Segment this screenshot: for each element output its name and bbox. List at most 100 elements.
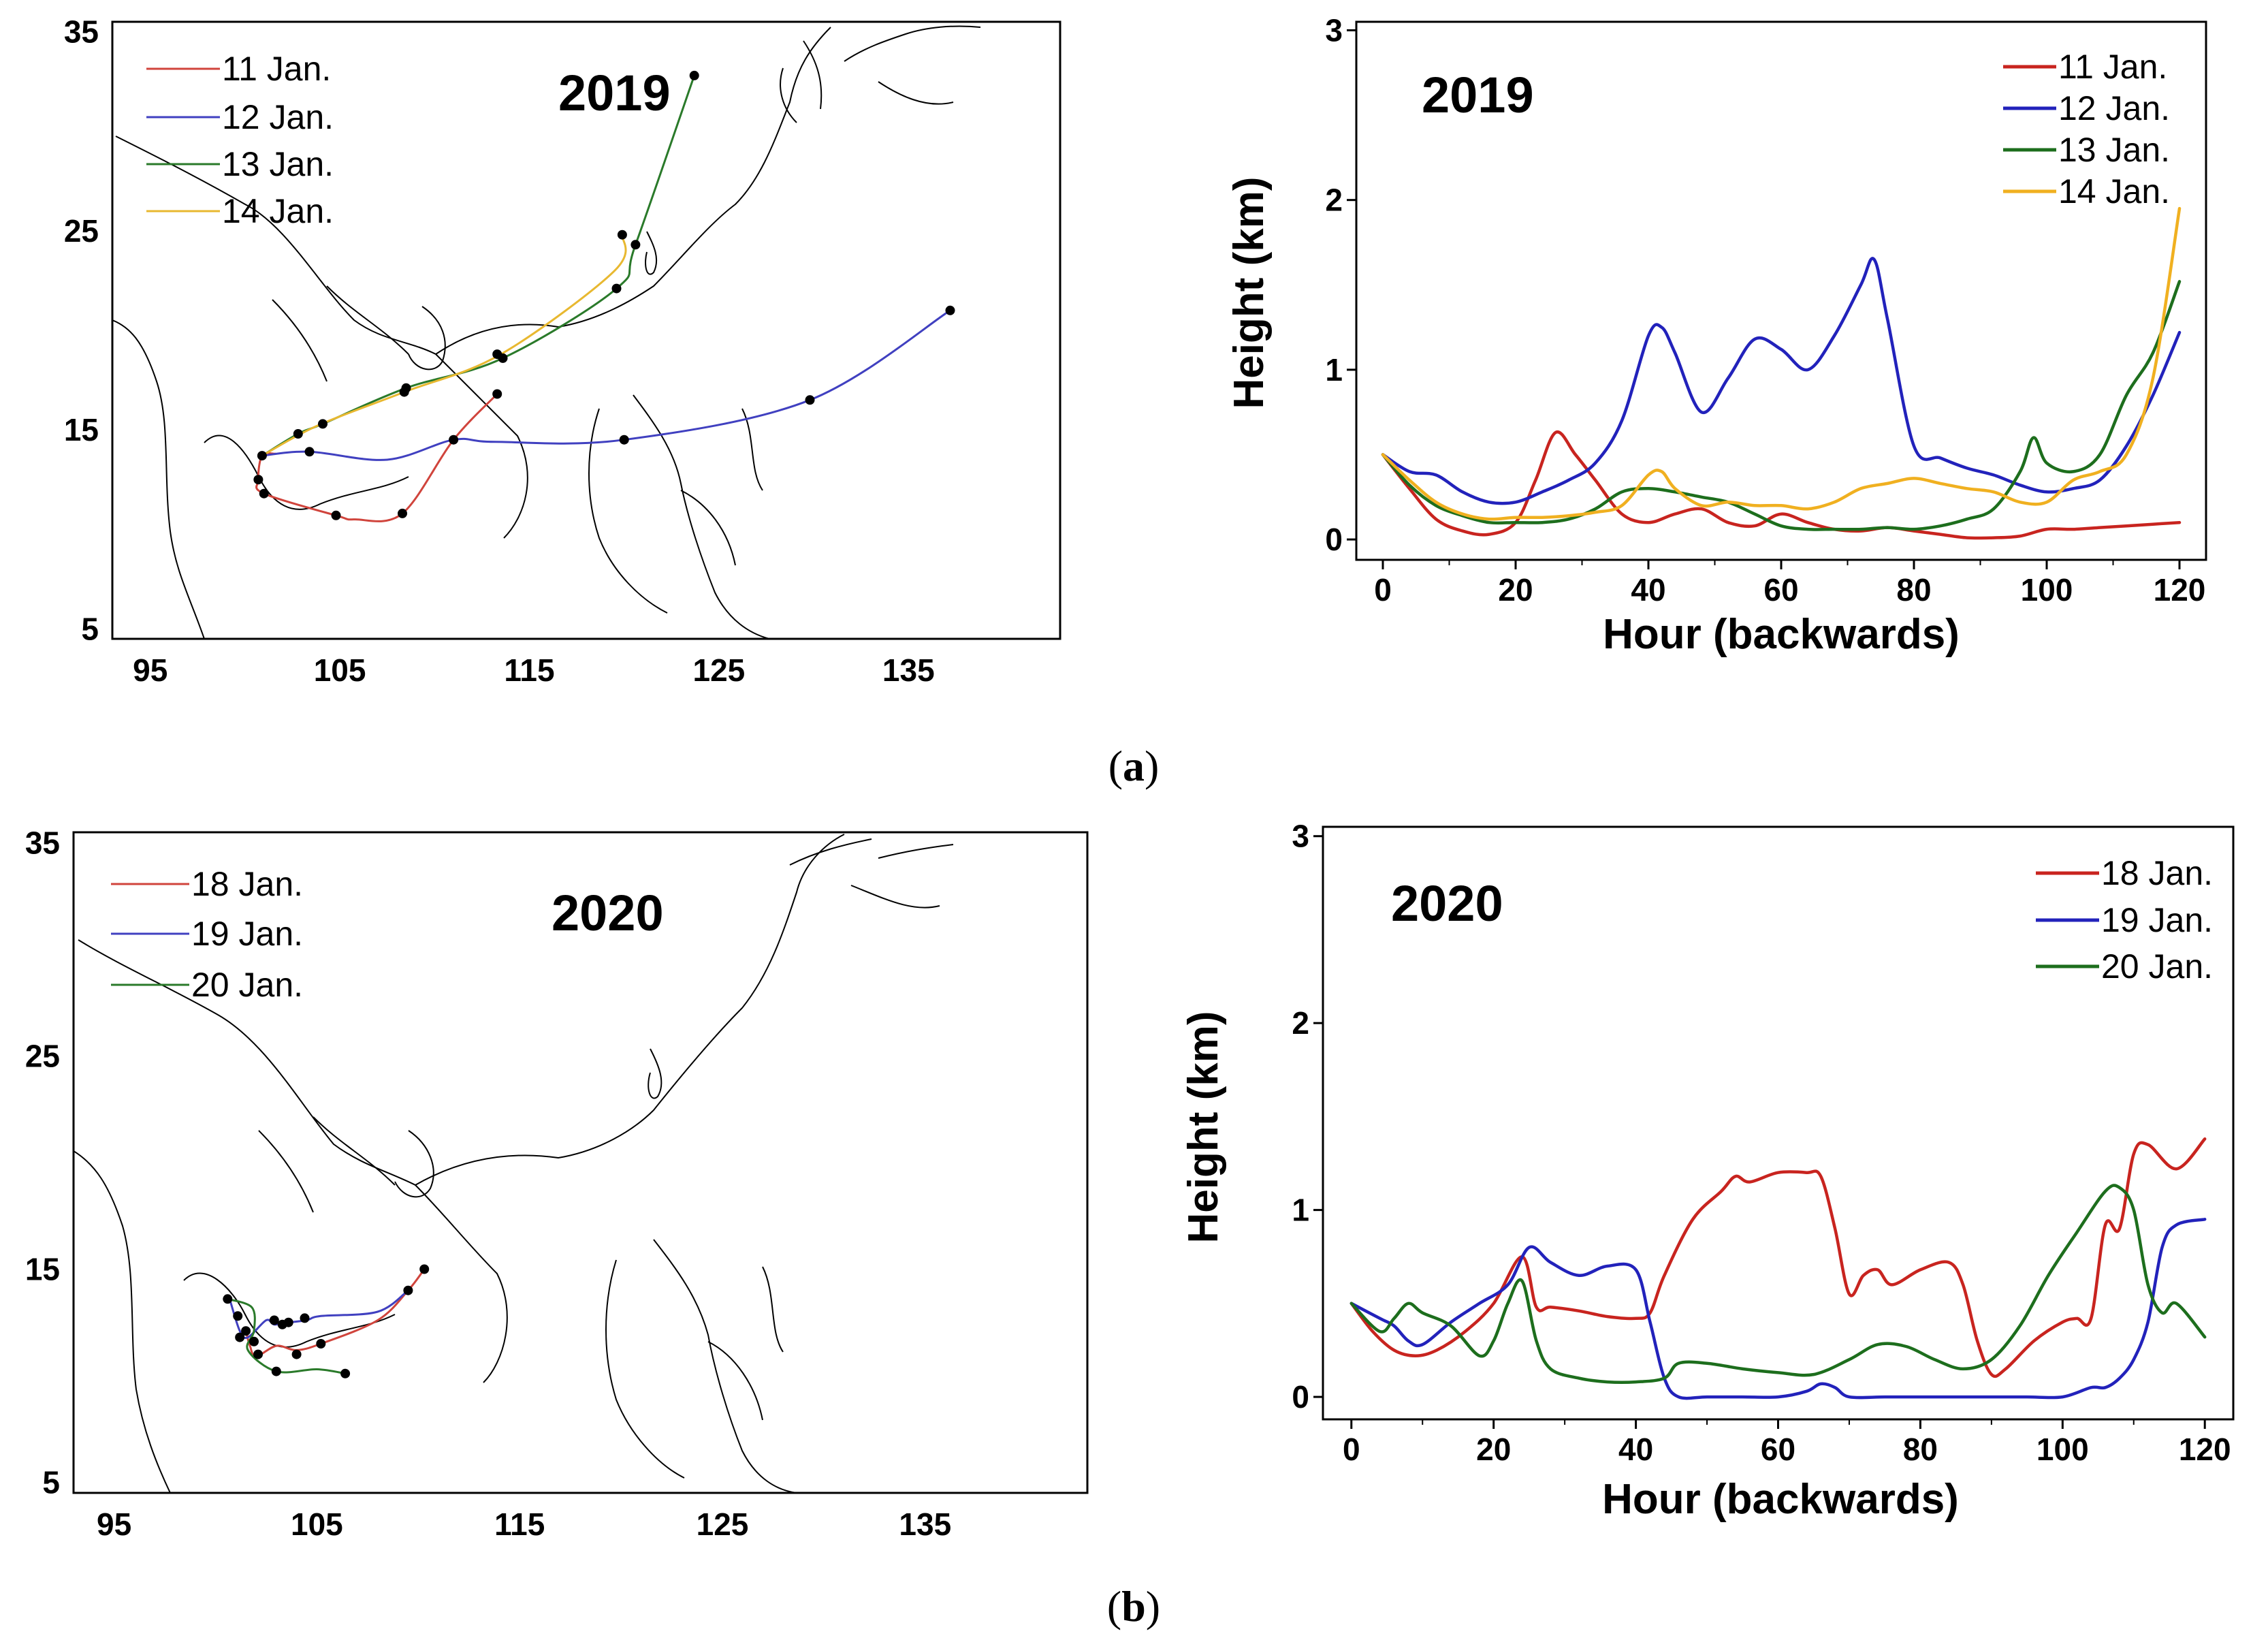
xtick: 100 bbox=[2037, 1432, 2089, 1467]
series-line-14-jan bbox=[1381, 206, 2182, 521]
map-2019-frame bbox=[111, 20, 1061, 640]
ytick: 0 bbox=[1325, 522, 1343, 557]
trajectory-point-marker bbox=[419, 1264, 430, 1274]
series-line-11-jan bbox=[1381, 430, 2182, 540]
trajectory-point-marker bbox=[399, 387, 409, 397]
ytick: 2 bbox=[1292, 1005, 1309, 1041]
ytick: 0 bbox=[1292, 1379, 1309, 1415]
map-2019-y-ticks: 5 15 25 35 bbox=[64, 14, 99, 647]
height-2019-y-ticks: 0 1 2 3 bbox=[1325, 13, 1343, 558]
trajectory-point-marker bbox=[318, 419, 328, 429]
xtick: 135 bbox=[899, 1507, 951, 1542]
trajectory-point-marker bbox=[235, 1332, 245, 1342]
xtick: 0 bbox=[1374, 572, 1392, 608]
height-2019-xlabel: Hour (backwards) bbox=[1603, 611, 1960, 658]
trajectory-point-marker bbox=[619, 435, 629, 445]
height-2020-y-ticks: 0 1 2 3 bbox=[1292, 819, 1309, 1415]
ytick: 35 bbox=[64, 14, 99, 50]
series-line-14-jan bbox=[261, 234, 627, 457]
trajectory-point-marker bbox=[617, 230, 627, 240]
height-2019-ylabel: Height (km) bbox=[1226, 177, 1273, 409]
height-2020-series bbox=[1349, 1137, 2207, 1400]
ytick: 35 bbox=[25, 825, 60, 861]
height-2019-legend: 11 Jan. 12 Jan. 13 Jan. 14 Jan. bbox=[2003, 48, 2170, 210]
trajectory-point-marker bbox=[316, 1339, 326, 1349]
xtick: 0 bbox=[1343, 1432, 1360, 1467]
trajectory-point-marker bbox=[241, 1326, 251, 1336]
panel-a-close: ) bbox=[1145, 742, 1159, 790]
panel-b-open: ( bbox=[1107, 1582, 1121, 1630]
map-2020-trajectories bbox=[223, 1264, 430, 1378]
xtick: 105 bbox=[314, 652, 366, 688]
height-2020-title: 2020 bbox=[1391, 875, 1503, 932]
trajectory-point-marker bbox=[253, 1349, 263, 1359]
xtick: 80 bbox=[1896, 572, 1931, 608]
map-2020: 5 15 25 35 95 105 115 125 135 2020 18 Ja… bbox=[25, 825, 1089, 1542]
panel-b-close: ) bbox=[1146, 1582, 1160, 1630]
trajectory-point-marker bbox=[689, 70, 699, 80]
xtick: 95 bbox=[133, 652, 167, 688]
ytick: 1 bbox=[1292, 1193, 1309, 1228]
xtick: 40 bbox=[1631, 572, 1665, 608]
height-2020-tickmarks bbox=[1313, 835, 2206, 1429]
map-2020-x-ticks: 95 105 115 125 135 bbox=[97, 1507, 951, 1542]
trajectory-point-marker bbox=[271, 1366, 281, 1376]
xtick: 115 bbox=[494, 1507, 545, 1542]
map-2019-coastlines bbox=[112, 25, 981, 639]
series-line-13-jan bbox=[1381, 280, 2182, 531]
panel-b-letter: b bbox=[1121, 1582, 1146, 1630]
height-2020-x-ticks: 0 20 40 60 80 100 120 bbox=[1343, 1432, 2231, 1467]
trajectory-point-marker bbox=[304, 447, 315, 457]
xtick: 120 bbox=[2179, 1432, 2231, 1467]
xtick: 60 bbox=[1761, 1432, 1795, 1467]
trajectory-point-marker bbox=[492, 349, 502, 360]
trajectory-point-marker bbox=[293, 429, 303, 439]
ytick: 5 bbox=[81, 611, 99, 646]
trajectory-point-marker bbox=[805, 395, 815, 405]
trajectory-point-marker bbox=[233, 1311, 243, 1321]
xtick: 115 bbox=[504, 652, 554, 688]
ytick: 15 bbox=[64, 412, 99, 447]
trajectory-point-marker bbox=[398, 508, 407, 518]
trajectory-point-marker bbox=[249, 1336, 259, 1346]
trajectory-point-marker bbox=[223, 1294, 233, 1304]
map-2020-title: 2020 bbox=[552, 885, 664, 941]
trajectory-point-marker bbox=[253, 475, 263, 485]
ytick: 15 bbox=[25, 1252, 60, 1287]
trajectory-point-marker bbox=[449, 435, 459, 445]
legend-label: 11 Jan. bbox=[2058, 48, 2167, 86]
height-2020-xlabel: Hour (backwards) bbox=[1602, 1476, 1959, 1523]
map-2020-legend: 18 Jan. 19 Jan. 20 Jan. bbox=[111, 865, 303, 1004]
xtick: 125 bbox=[697, 1507, 749, 1542]
legend-label: 19 Jan. bbox=[2101, 901, 2213, 939]
trajectory-point-marker bbox=[259, 488, 269, 499]
trajectory-point-marker bbox=[291, 1349, 302, 1359]
trajectory-point-marker bbox=[340, 1368, 351, 1378]
map-2020-frame bbox=[72, 831, 1089, 1494]
legend-label: 19 Jan. bbox=[191, 915, 303, 953]
xtick: 60 bbox=[1763, 572, 1798, 608]
height-2020-chart: 0 1 2 3 0 20 40 60 80 100 120 Hour (back… bbox=[1180, 819, 2235, 1523]
trajectory-point-marker bbox=[630, 240, 641, 250]
panel-label-a: (a) bbox=[1108, 742, 1160, 790]
ytick: 5 bbox=[42, 1464, 60, 1500]
ytick: 1 bbox=[1325, 352, 1343, 388]
panel-label-b: (b) bbox=[1107, 1582, 1160, 1630]
series-line-12-jan bbox=[1381, 257, 2182, 505]
height-2020-legend: 18 Jan. 19 Jan. 20 Jan. bbox=[2036, 854, 2213, 985]
legend-label: 12 Jan. bbox=[222, 98, 334, 136]
legend-label: 20 Jan. bbox=[191, 966, 303, 1004]
xtick: 95 bbox=[97, 1507, 131, 1542]
xtick: 105 bbox=[291, 1507, 343, 1542]
trajectory-point-marker bbox=[331, 510, 341, 520]
series-line-20-jan bbox=[1349, 1184, 2207, 1385]
height-2019-title: 2019 bbox=[1422, 67, 1534, 123]
height-2019-x-ticks: 0 20 40 60 80 100 120 bbox=[1374, 572, 2205, 608]
map-2020-y-ticks: 5 15 25 35 bbox=[25, 825, 60, 1500]
height-2020-ylabel: Height (km) bbox=[1180, 1011, 1227, 1244]
trajectory-point-marker bbox=[257, 451, 267, 461]
map-2019-x-ticks: 95 105 115 125 135 bbox=[133, 652, 935, 688]
ytick: 3 bbox=[1325, 13, 1343, 48]
xtick: 125 bbox=[693, 652, 746, 688]
